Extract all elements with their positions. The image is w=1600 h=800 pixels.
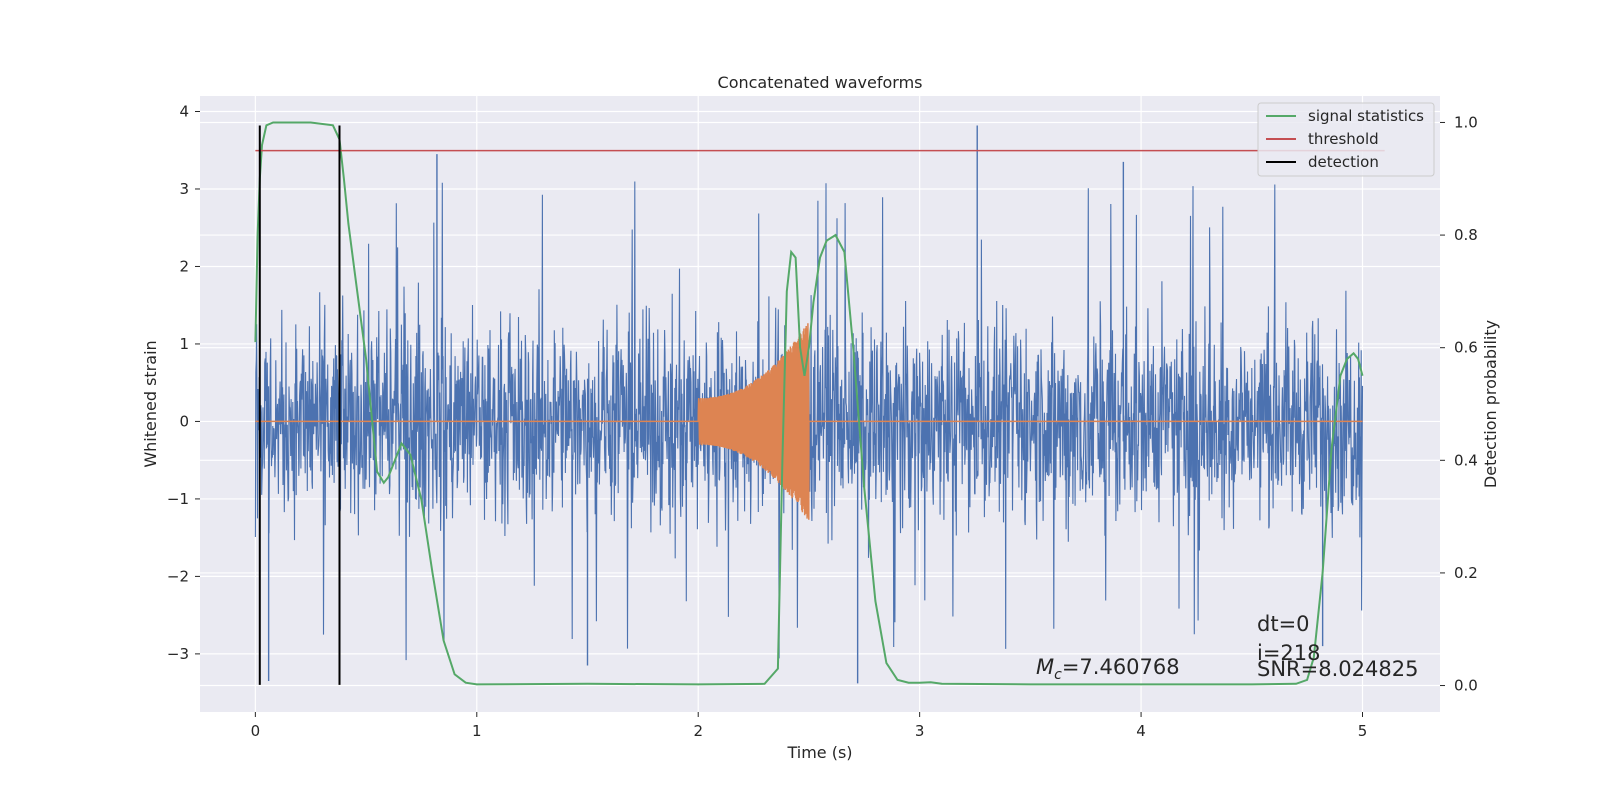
annotations: Mc=7.460768 dt=0 i=218 SNR=8.024825 (1036, 612, 1418, 683)
y2-tick-label-2: 0.4 (1454, 451, 1478, 469)
y2-tick-label-0: 0.0 (1454, 677, 1478, 695)
legend: signal statistics threshold detection (1257, 102, 1435, 177)
x-tick-label-5: 5 (1358, 722, 1368, 740)
y-tick-label-7: 4 (179, 102, 189, 120)
legend-label-detection: detection (1308, 153, 1379, 171)
index-annotation: i=218 (1257, 641, 1321, 665)
axes: 0 1 2 3 4 5 −3 −2 −1 0 1 2 3 4 0.0 0.2 0.4 0.6 0.8 1.0 (167, 102, 1478, 740)
y-tick-label-6: 3 (179, 180, 189, 198)
legend-label-signal-statistics: signal statistics (1308, 107, 1424, 125)
y2-tick-label-5: 1.0 (1454, 113, 1478, 131)
y-tick-label-4: 1 (179, 335, 189, 353)
y2-tick-label-3: 0.6 (1454, 339, 1478, 357)
y-tick-label-5: 2 (179, 257, 189, 275)
chart-title: Concatenated waveforms (718, 73, 923, 92)
dt-annotation: dt=0 (1257, 612, 1310, 636)
x-tick-label-0: 0 (251, 722, 261, 740)
x-tick-label-1: 1 (472, 722, 482, 740)
y2-axis-label: Detection probability (1481, 320, 1500, 488)
y-tick-label-2: −1 (167, 490, 189, 508)
y2-tick-label-4: 0.8 (1454, 226, 1478, 244)
y-tick-label-1: −2 (167, 567, 189, 585)
x-tick-label-4: 4 (1136, 722, 1146, 740)
y2-tick-label-1: 0.2 (1454, 564, 1478, 582)
chirp-mass-symbol: M (1036, 655, 1054, 679)
x-tick-label-3: 3 (915, 722, 925, 740)
signal-statistics-line (254, 121, 1364, 686)
legend-label-threshold: threshold (1308, 130, 1379, 148)
plot-area (254, 121, 1385, 686)
y-tick-label-0: −3 (167, 645, 189, 663)
legend-box (1257, 102, 1435, 177)
chirp-mass-value: =7.460768 (1062, 655, 1180, 679)
snr-annotation: SNR=8.024825 (1257, 657, 1418, 681)
chirp-mass-subscript: c (1054, 667, 1062, 683)
chirp-mass-annotation: Mc=7.460768 (1036, 655, 1180, 683)
x-tick-label-2: 2 (693, 722, 703, 740)
template-waveform-trace (255, 323, 1363, 520)
x-axis-label: Time (s) (786, 743, 852, 762)
y-axis-label: Whitened strain (141, 340, 160, 467)
y-tick-label-3: 0 (179, 412, 189, 430)
